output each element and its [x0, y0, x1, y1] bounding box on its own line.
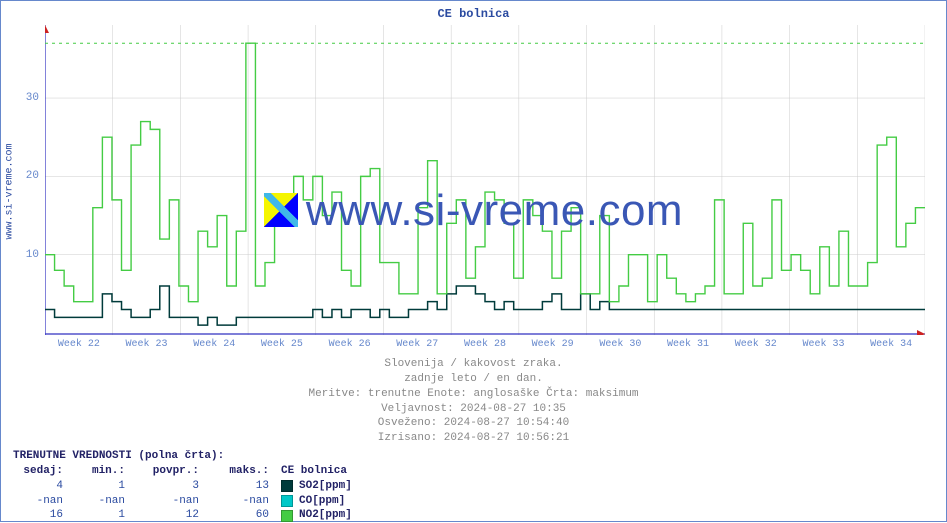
x-tick-label: Week 33	[802, 339, 844, 350]
table-cell: -nan	[75, 494, 137, 509]
legend-item: SO2[ppm]	[281, 479, 352, 494]
chart-subtitles: Slovenija / kakovost zraka.zadnje leto /…	[1, 357, 946, 446]
table-cell: -nan	[13, 494, 75, 509]
values-table: TRENUTNE VREDNOSTI (polna črta): sedaj: …	[13, 449, 352, 523]
subtitle-line: Slovenija / kakovost zraka.	[1, 357, 946, 372]
x-tick-label: Week 27	[396, 339, 438, 350]
table-title: TRENUTNE VREDNOSTI (polna črta):	[13, 449, 352, 464]
table-cell: 1	[75, 508, 137, 523]
table-header-row: sedaj: min.: povpr.: maks.: CE bolnica	[13, 464, 352, 479]
table-cell: 16	[13, 508, 75, 523]
subtitle-line: Osveženo: 2024-08-27 10:54:40	[1, 416, 946, 431]
col-header: maks.:	[211, 464, 281, 479]
x-tick-label: Week 23	[126, 339, 168, 350]
outer-y-label-text: www.si-vreme.com	[5, 143, 16, 239]
legend-swatch	[281, 510, 293, 522]
table-cell: -nan	[211, 494, 281, 509]
x-tick-label: Week 24	[193, 339, 235, 350]
legend-item: CO[ppm]	[281, 494, 345, 509]
col-header: sedaj:	[13, 464, 75, 479]
x-tick-label: Week 26	[329, 339, 371, 350]
x-tick-label: Week 28	[464, 339, 506, 350]
x-tick-label: Week 34	[870, 339, 912, 350]
legend-swatch	[281, 480, 293, 492]
legend-label: NO2[ppm]	[299, 508, 352, 523]
table-cell: 1	[75, 479, 137, 494]
legend-swatch	[281, 495, 293, 507]
table-cell: 60	[211, 508, 281, 523]
table-cell: 13	[211, 479, 281, 494]
col-header: povpr.:	[137, 464, 211, 479]
col-header: min.:	[75, 464, 137, 479]
chart-title: CE bolnica	[1, 7, 946, 21]
legend-item: NO2[ppm]	[281, 508, 352, 523]
subtitle-line: Meritve: trenutne Enote: anglosaške Črta…	[1, 387, 946, 402]
table-cell: 4	[13, 479, 75, 494]
legend-label: SO2[ppm]	[299, 479, 352, 494]
subtitle-line: Izrisano: 2024-08-27 10:56:21	[1, 431, 946, 446]
subtitle-line: Veljavnost: 2024-08-27 10:35	[1, 402, 946, 417]
y-tick-label: 20	[26, 170, 39, 182]
x-tick-label: Week 31	[667, 339, 709, 350]
chart-svg	[45, 25, 925, 335]
subtitle-line: zadnje leto / en dan.	[1, 372, 946, 387]
legend-header: CE bolnica	[281, 464, 347, 479]
y-tick-label: 10	[26, 249, 39, 261]
table-cell: 12	[137, 508, 211, 523]
x-tick-label: Week 22	[58, 339, 100, 350]
table-row: 41313SO2[ppm]	[13, 479, 352, 494]
legend-header-text: CE bolnica	[281, 464, 347, 479]
x-tick-label: Week 32	[735, 339, 777, 350]
table-row: 1611260 NO2[ppm]	[13, 508, 352, 523]
legend-label: CO[ppm]	[299, 494, 345, 509]
outer-y-label: www.si-vreme.com	[3, 1, 17, 381]
x-tick-label: Week 29	[532, 339, 574, 350]
y-tick-label: 30	[26, 92, 39, 104]
table-cell: -nan	[137, 494, 211, 509]
chart-area: 102030Week 22Week 23Week 24Week 25Week 2…	[45, 25, 925, 335]
table-cell: 3	[137, 479, 211, 494]
table-row: -nan-nan-nan-nanCO[ppm]	[13, 494, 352, 509]
x-tick-label: Week 30	[599, 339, 641, 350]
x-tick-label: Week 25	[261, 339, 303, 350]
